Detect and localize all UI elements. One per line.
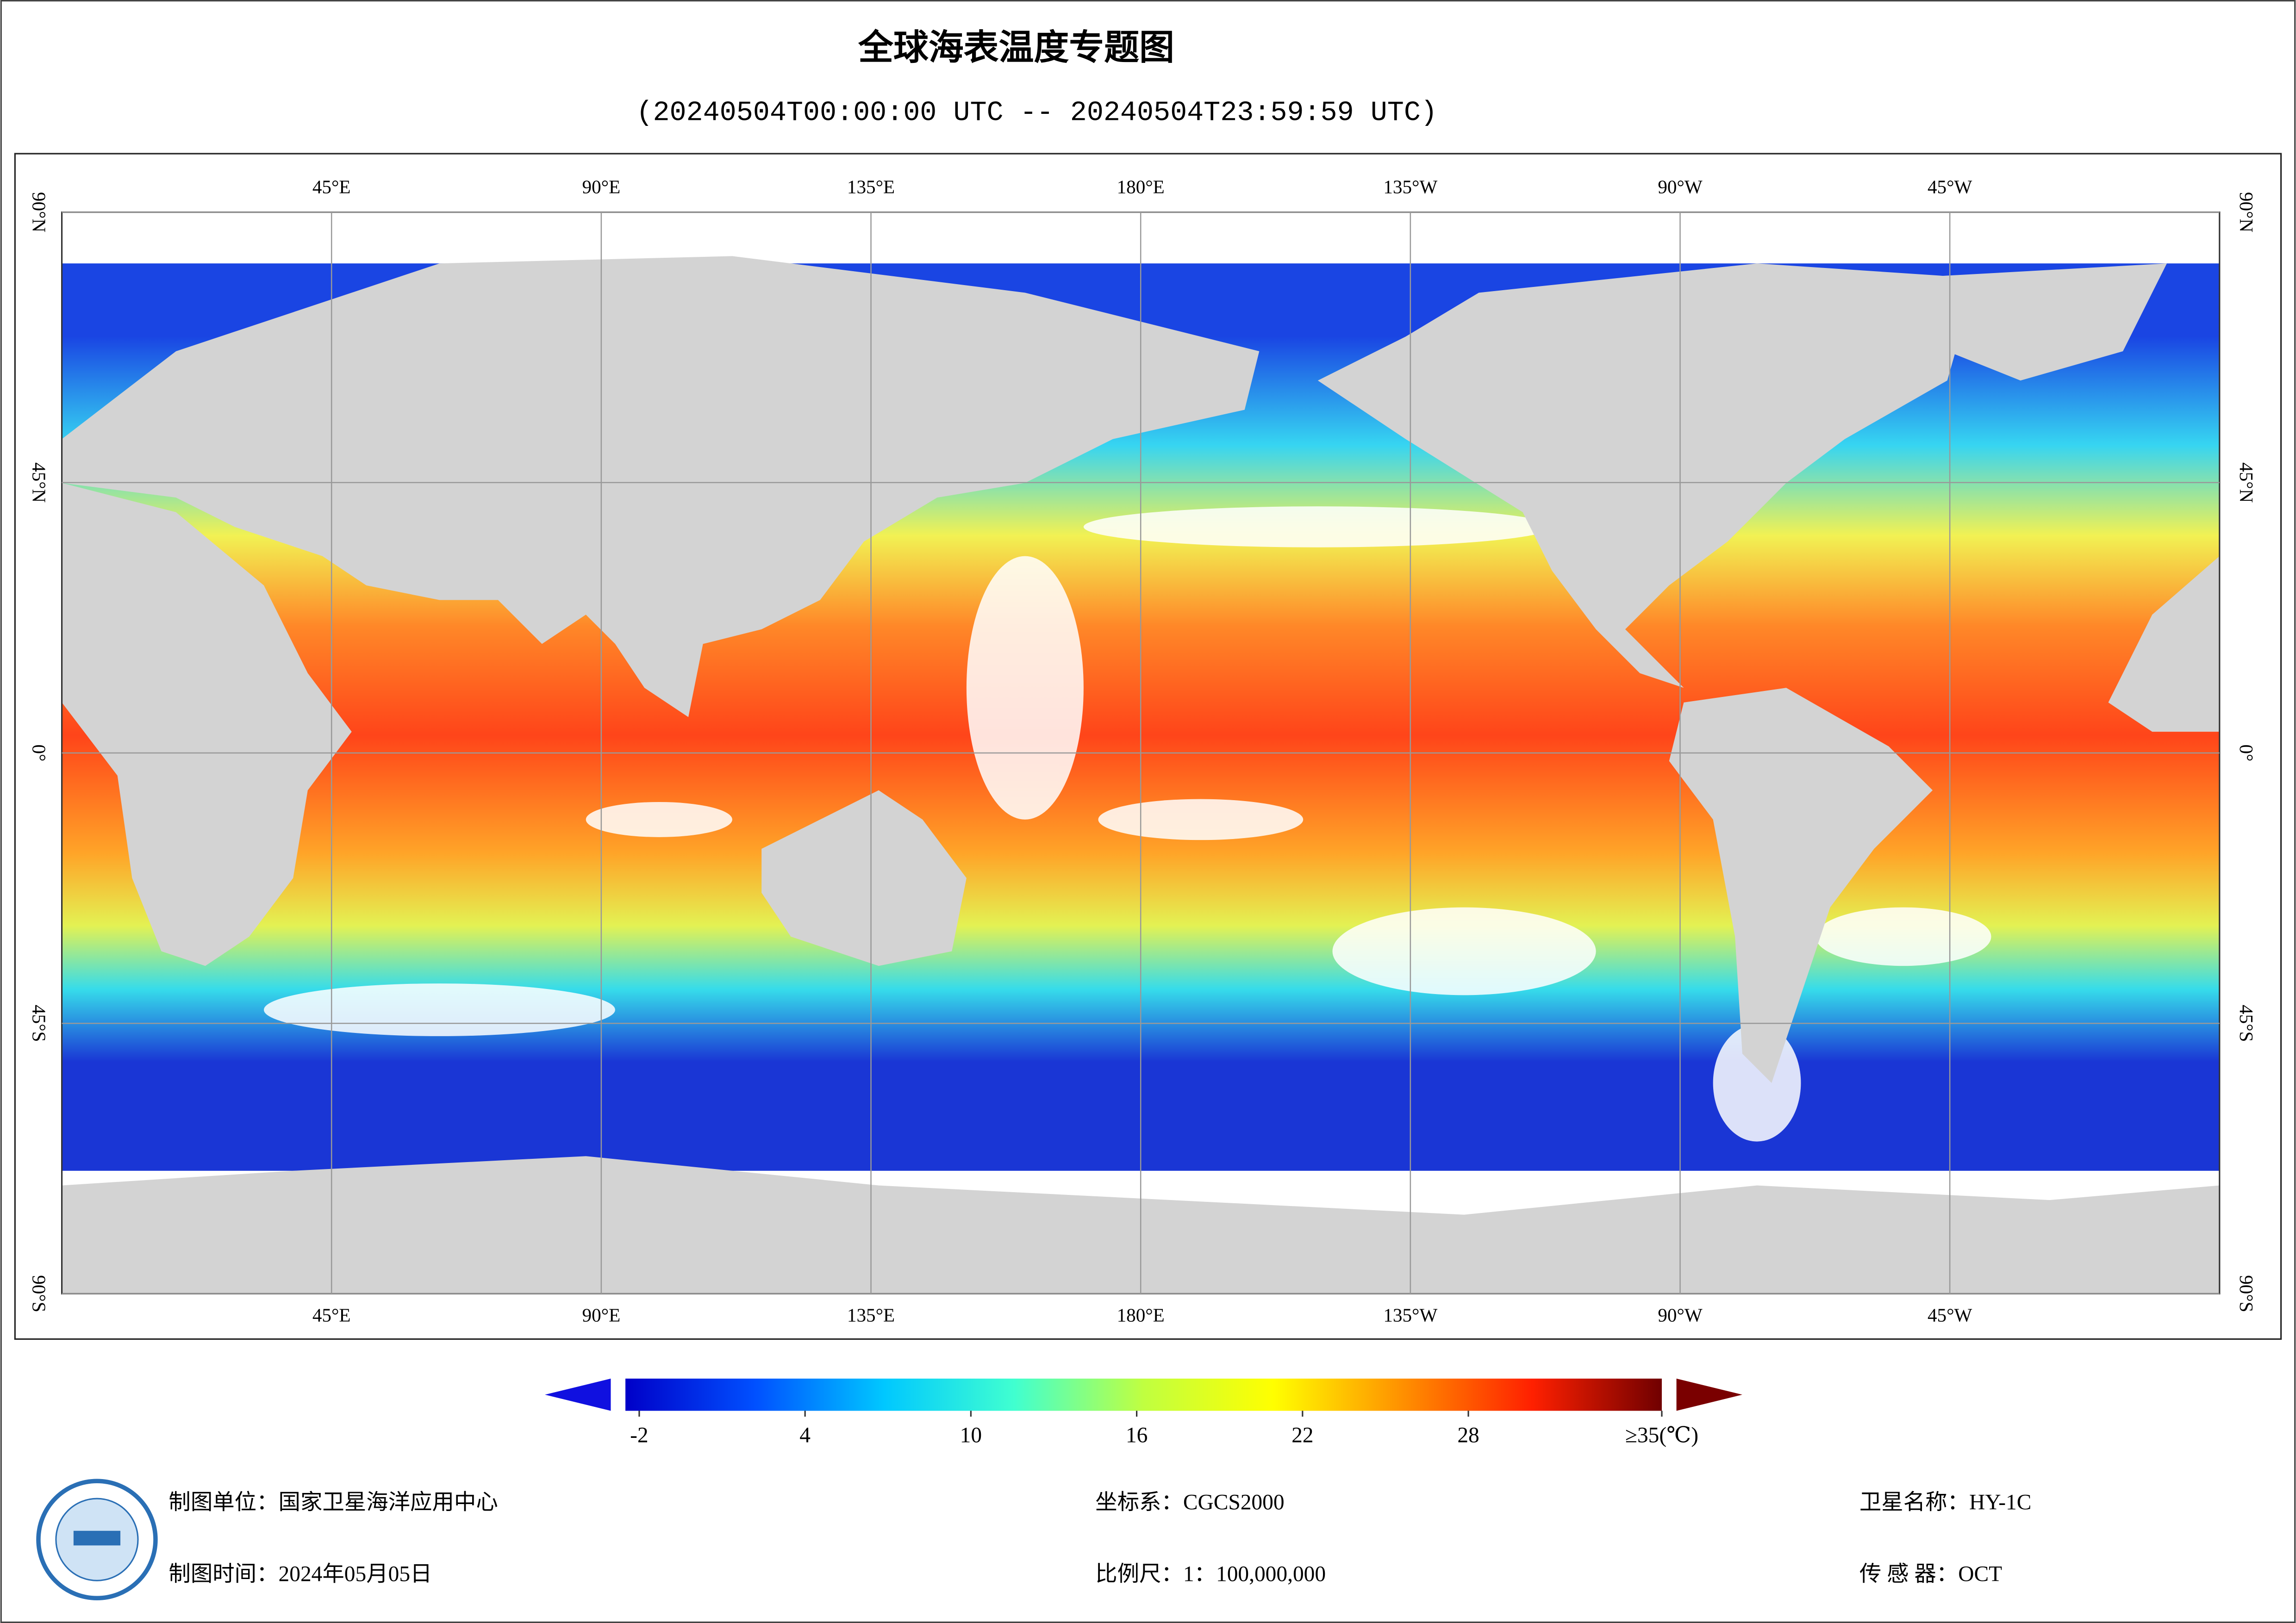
map-unit: 制图单位：国家卫星海洋应用中心 [168,1491,498,1515]
subtitle: (20240504T00:00:00 UTC -- 20240504T23:59… [636,97,1437,129]
lon-label-bottom: 180°E [1117,1305,1165,1326]
lat-label-right: 0° [2236,745,2257,762]
logo [36,1479,158,1600]
colorbar-label: 28 [1457,1423,1479,1447]
lon-label-bottom: 135°E [847,1305,895,1326]
lat-label-left: 90°S [28,1275,50,1312]
colorbar-label: 10 [960,1423,982,1447]
colorbar-label: 22 [1292,1423,1313,1447]
lon-label-bottom: 90°E [582,1305,621,1326]
lat-label-left: 90°N [28,192,50,232]
lon-label-top: 135°W [1383,176,1437,197]
lon-label-top: 45°W [1928,176,1972,197]
colorbar [625,1378,1662,1411]
colorbar-label: 4 [799,1423,811,1447]
map-frame [14,153,2282,1340]
lon-label-top: 45°E [312,176,351,197]
lat-label-left: 45°N [28,462,50,503]
lon-label-top: 180°E [1117,176,1165,197]
colorbar-label: ≥35(℃) [1625,1423,1698,1447]
lon-label-bottom: 135°W [1383,1305,1437,1326]
lat-label-right: 45°S [2236,1005,2257,1042]
lon-label-bottom: 45°W [1928,1305,1972,1326]
lat-label-left: 0° [28,745,50,762]
colorbar-under-arrow [545,1378,611,1411]
satellite: 卫星名称：HY-1C [1859,1491,2031,1515]
lon-label-top: 90°W [1658,176,1703,197]
crs: 坐标系：CGCS2000 [1095,1491,1284,1515]
lon-label-top: 135°E [847,176,895,197]
colorbar-label: 16 [1126,1423,1148,1447]
lon-label-bottom: 45°E [312,1305,351,1326]
lat-label-left: 45°S [28,1005,50,1042]
map-area [61,211,2221,1295]
lat-label-right: 90°N [2236,192,2257,232]
map-date: 制图时间：2024年05月05日 [168,1562,432,1586]
lat-label-right: 45°N [2236,462,2257,503]
lat-label-right: 90°S [2236,1275,2257,1312]
colorbar-over-arrow [1676,1378,1742,1411]
map-scale: 比例尺：1：100,000,000 [1095,1562,1326,1586]
lon-label-bottom: 90°W [1658,1305,1703,1326]
lon-label-top: 90°E [582,176,621,197]
colorbar-label: -2 [630,1423,649,1447]
title: 全球海表温度专题图 [858,27,1174,68]
sensor: 传 感 器：OCT [1859,1562,2002,1586]
